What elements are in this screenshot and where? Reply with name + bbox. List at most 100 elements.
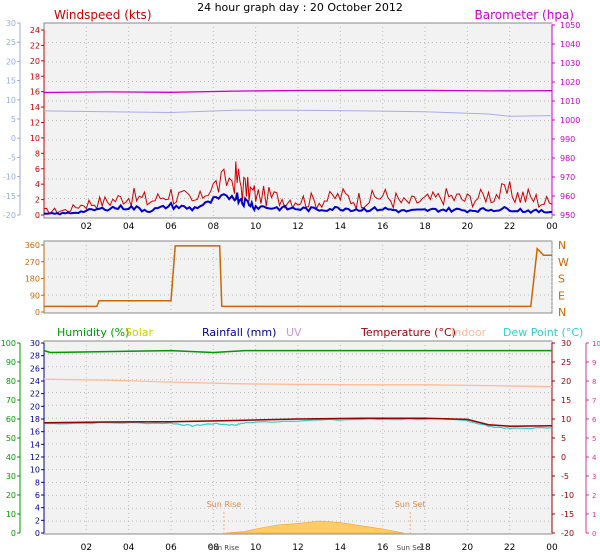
uv-axis-tick-label: 10 xyxy=(592,340,600,348)
humidity-axis-tick-label: 0 xyxy=(11,529,16,538)
outer-series-line xyxy=(43,109,553,117)
x-tick-label: 16 xyxy=(377,222,389,232)
direction-series-line xyxy=(44,245,552,308)
wind-outer-axis: 30 25 20 15 10 5 0 -5 -10 -15 -20 xyxy=(3,19,21,220)
x-tick-label: 06 xyxy=(165,222,177,232)
humidity-axis-tick-label: 100 xyxy=(1,339,16,348)
rain-axis-tick-label: 0 xyxy=(35,529,40,538)
sunrise-marker-axis-label: Sun Rise xyxy=(209,544,239,552)
temp-axis-tick-label: -10 xyxy=(561,491,574,500)
indoor-series-line xyxy=(43,378,553,388)
temp-humidity-panel: Humidity (%) Solar Rainfall (mm) UV Temp… xyxy=(1,326,600,553)
rain-axis-tick-label: 6 xyxy=(35,491,40,500)
uv-axis-tick-label: 9 xyxy=(592,359,596,367)
baro-axis-tick-label: 1050 xyxy=(560,21,580,30)
temp-axis-tick-label: 30 xyxy=(561,339,571,348)
rain-axis-tick-label: 10 xyxy=(30,466,40,475)
outer-axis-tick-label: 20 xyxy=(6,57,16,66)
temp-axis-tick-label: 15 xyxy=(561,396,571,405)
direction-axis-tick-label: 360 xyxy=(25,241,40,250)
x-tick-label: 22 xyxy=(504,543,515,553)
baro-axis-tick-label: 1030 xyxy=(560,59,580,68)
humidity-axis-tick-label: 30 xyxy=(6,472,16,481)
wind-axis-tick-label: 18 xyxy=(30,72,40,81)
temp-axis-tick-label: -15 xyxy=(561,510,574,519)
rain-axis-tick-label: 18 xyxy=(30,415,40,424)
rain-axis-tick-label: 20 xyxy=(30,402,40,411)
uv-axis-tick-label: 3 xyxy=(592,473,596,481)
x-tick-label: 04 xyxy=(123,222,135,232)
wind-axis-tick-label: 8 xyxy=(35,149,40,158)
compass-tick-label: W xyxy=(558,256,569,269)
uv-axis-tick-label: 7 xyxy=(592,397,596,405)
x-tick-label: 04 xyxy=(123,543,135,553)
direction-axis-tick-label: 90 xyxy=(30,291,40,300)
direction-axis-tick-label: 180 xyxy=(25,275,40,284)
temp-humidity-x-axis: 02 04 06 08 10 12 14 16 18 20 22 00 xyxy=(81,543,558,553)
baro-axis-tick-label: 1000 xyxy=(560,116,580,125)
barometer-series-line xyxy=(43,89,553,94)
outer-axis-tick-label: 15 xyxy=(6,77,16,86)
temp-axis-tick-label: -5 xyxy=(561,472,569,481)
wind-axis-tick-label: 20 xyxy=(30,57,40,66)
uv-axis-tick-label: 1 xyxy=(592,511,596,519)
uv-axis-tick-label: 0 xyxy=(592,530,596,538)
windspeed-max-series-line xyxy=(43,161,553,215)
humidity-axis-tick-label: 40 xyxy=(6,453,16,462)
compass-tick-label: N xyxy=(558,239,566,252)
outer-axis-tick-label: 0 xyxy=(11,134,16,143)
uv-axis-tick-label: 4 xyxy=(592,454,597,462)
legend-rainfall: Rainfall (mm) xyxy=(202,326,276,339)
wind-axis-tick-label: 2 xyxy=(35,196,40,205)
x-tick-label: 20 xyxy=(462,222,474,232)
wind-axis-tick-label: 14 xyxy=(30,103,40,112)
x-tick-label: 20 xyxy=(462,543,474,553)
temp-axis-tick-label: 0 xyxy=(561,453,566,462)
wind-baro-panel: Windspeed (kts) Barometer (hpa) 30252015… xyxy=(3,8,580,232)
x-tick-label: 14 xyxy=(335,222,347,232)
humidity-axis-tick-label: 60 xyxy=(6,415,16,424)
outer-axis-tick-label: 5 xyxy=(11,115,16,124)
rain-axis-tick-label: 2 xyxy=(35,516,40,525)
outer-axis-tick-label: 30 xyxy=(6,19,16,28)
rain-axis-tick-label: 28 xyxy=(30,352,40,361)
outer-axis-tick-label: -20 xyxy=(3,211,16,220)
legend-solar: Solar xyxy=(125,326,154,339)
barometer-label: Barometer (hpa) xyxy=(475,8,574,22)
x-tick-label: 16 xyxy=(377,543,389,553)
sunrise-marker-label: Sun Rise xyxy=(207,500,242,509)
rain-axis-tick-label: 22 xyxy=(30,390,40,399)
rain-axis-tick-label: 8 xyxy=(35,478,40,487)
outer-axis-tick-label: -10 xyxy=(3,173,16,182)
dewpoint-series-line xyxy=(43,418,553,430)
x-tick-label: 12 xyxy=(292,543,303,553)
wind-axis-tick-label: 24 xyxy=(30,26,40,35)
x-tick-label: 00 xyxy=(546,543,558,553)
baro-axis-tick-label: 960 xyxy=(560,192,575,201)
solar-area xyxy=(225,520,404,534)
page-title: 24 hour graph day : 20 October 2012 xyxy=(197,1,403,14)
outer-axis-tick-label: -5 xyxy=(8,153,16,162)
humidity-axis-tick-label: 80 xyxy=(6,377,16,386)
temperature-series-line xyxy=(43,417,553,427)
wind-direction-series xyxy=(44,245,552,308)
humidity-axis-tick-label: 10 xyxy=(6,510,16,519)
x-tick-label: 18 xyxy=(419,543,431,553)
compass-tick-label: S xyxy=(558,273,565,286)
humidity-axis-tick-label: 70 xyxy=(6,396,16,405)
barometer-axis: 1050 1040 1030 1020 1010 1000 990 980 970 960 950 xyxy=(551,21,580,220)
temp-axis-tick-label: 5 xyxy=(561,434,566,443)
rain-axis-tick-label: 16 xyxy=(30,428,40,437)
rain-axis-tick-label: 26 xyxy=(30,364,40,373)
legend-temperature: Temperature (°C) xyxy=(360,326,456,339)
uv-axis-tick-label: 6 xyxy=(592,416,597,424)
uv-axis-tick-label: 8 xyxy=(592,378,596,386)
wind-axis-tick-label: 22 xyxy=(30,41,40,50)
temp-axis-tick-label: 25 xyxy=(561,358,571,367)
